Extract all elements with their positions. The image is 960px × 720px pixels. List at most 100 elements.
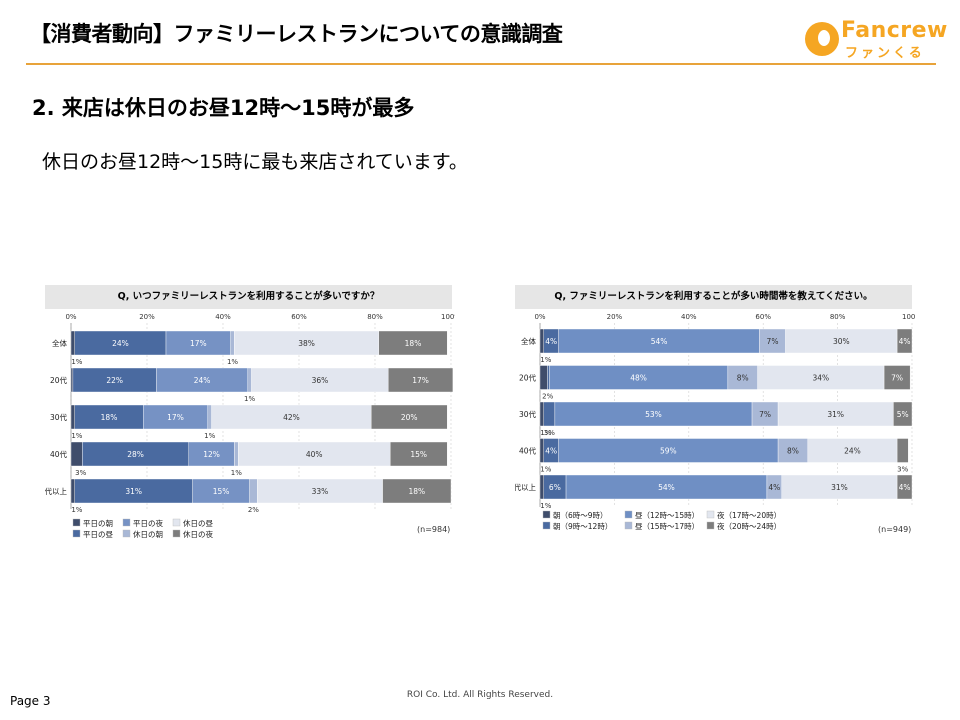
bar-segment (211, 404, 372, 430)
bar-segment (378, 330, 448, 356)
chart-question: Q, いつファミリーレストランを利用することが多いですか？ (45, 285, 452, 309)
legend-label: 昼（12時～15時） (635, 511, 699, 520)
data-label: 28% (127, 450, 144, 459)
data-label: 6% (549, 483, 561, 492)
data-label: 31% (827, 410, 844, 419)
data-label: 2% (542, 393, 553, 401)
legend-label: 平日の昼 (83, 530, 113, 539)
bar-segment (70, 441, 83, 467)
legend-label: 休日の朝 (133, 529, 163, 539)
category-label: 50代以上 (45, 486, 67, 496)
data-label: 18% (101, 413, 118, 422)
bar-segment (142, 404, 208, 430)
data-label: 59% (660, 447, 677, 456)
x-tick-label: 40% (215, 313, 231, 321)
data-label: 1% (540, 429, 551, 437)
bar-segment (70, 330, 75, 356)
bar-segment (543, 401, 556, 427)
bar-segment (70, 404, 75, 430)
fancrew-logo: Fancrew ファンくる (805, 18, 947, 61)
bar-segment (234, 441, 239, 467)
lead-text: 休日のお昼12時～15時に最も来店されています。 (42, 151, 468, 173)
logo-mark-icon (805, 22, 839, 56)
chart-question: Q, ファミリーレストランを利用することが多い時間帯を教えてください。 (515, 285, 912, 309)
bar-segment (896, 328, 913, 354)
data-label: 4% (899, 337, 911, 346)
legend-label: 朝（6時～9時） (553, 511, 608, 520)
data-label: 1% (244, 395, 255, 403)
data-label: 54% (651, 337, 668, 346)
x-tick-label: 80% (367, 313, 383, 321)
data-label: 48% (630, 374, 647, 383)
category-label: 40代 (519, 446, 537, 456)
data-label: 4% (545, 337, 557, 346)
legend-swatch (72, 518, 81, 527)
data-label: 1% (71, 358, 82, 366)
data-label: 1% (227, 358, 238, 366)
legend-label: 休日の夜 (183, 529, 213, 539)
bar-segment (727, 365, 758, 390)
category-label: 20代 (50, 375, 68, 385)
data-label: 31% (831, 483, 848, 492)
bar-segment (539, 328, 544, 354)
legend-label: 休日の昼 (183, 518, 213, 528)
legend-swatch (172, 529, 181, 538)
data-label: 17% (412, 376, 429, 385)
bar-segment (785, 328, 898, 354)
category-label: 全体 (52, 338, 67, 348)
legend-label: 夜（20時～24時） (717, 521, 781, 531)
bar-segment (883, 365, 911, 390)
data-label: 30% (833, 337, 850, 346)
bar-segment (72, 367, 157, 393)
data-label: 24% (844, 447, 861, 456)
legend-swatch (624, 521, 633, 530)
bar-segment (74, 404, 144, 430)
legend-label: 夜（17時～20時） (717, 510, 781, 520)
sample-size: (n=949) (878, 525, 912, 534)
bar-segment (896, 474, 913, 500)
bar-segment (230, 330, 235, 356)
section-title: 2. 来店は休日のお昼12時～15時が最多 (32, 96, 415, 120)
data-label: 18% (408, 487, 425, 496)
bar-segment (539, 401, 544, 427)
data-label: 34% (813, 374, 830, 383)
data-label: 1% (231, 469, 242, 477)
data-label: 40% (306, 450, 323, 459)
header-divider (26, 63, 936, 65)
data-label: 7% (759, 410, 771, 419)
chart-canvas: 0% 20% 40% 60% 80% 100% 全体 1% 4% 54% 7% 30% 4% 20代 2% 4… (515, 313, 915, 531)
data-label: 17% (167, 413, 184, 422)
bar-segment (893, 401, 913, 427)
bar-segment (547, 365, 550, 390)
category-label: 40代 (50, 449, 68, 459)
category-label: 全体 (521, 336, 536, 346)
logo-text: Fancrew (841, 18, 948, 43)
data-label: 1% (540, 466, 551, 474)
bar-segment (558, 438, 779, 463)
legend-label: 昼（15時～17時） (635, 522, 699, 531)
data-label: 8% (787, 447, 799, 456)
bar-segment (777, 438, 809, 463)
bar-segment (251, 367, 389, 393)
data-label: 42% (283, 413, 300, 422)
x-tick-label: 0% (65, 313, 76, 321)
header-title: 【消費者動向】ファミリーレストランについての意識調査 (30, 22, 563, 46)
x-tick-label: 20% (139, 313, 155, 321)
legend-swatch (706, 510, 715, 519)
data-label: 1% (540, 502, 551, 510)
x-tick-label: 100% (902, 313, 915, 321)
data-label: 2% (248, 506, 259, 514)
x-tick-label: 20% (607, 313, 623, 321)
data-label: 17% (190, 339, 207, 348)
legend-swatch (172, 518, 181, 527)
copyright: ROI Co. Ltd. All Rights Reserved. (406, 690, 554, 700)
bar-segment (237, 441, 391, 467)
data-label: 31% (125, 487, 142, 496)
bar-segment (74, 330, 167, 356)
legend-label: 平日の朝 (83, 519, 113, 528)
data-label: 1% (71, 432, 82, 440)
category-label: 20代 (519, 373, 537, 383)
data-label: 15% (410, 450, 427, 459)
data-label: 18% (405, 339, 422, 348)
data-label: 38% (298, 339, 315, 348)
